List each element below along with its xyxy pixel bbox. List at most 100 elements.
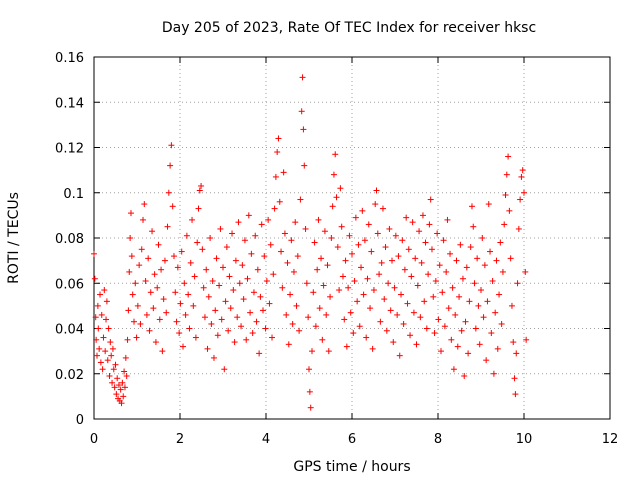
data-point: [376, 271, 383, 278]
data-point: [168, 142, 175, 149]
data-point: [345, 284, 352, 291]
data-point: [289, 320, 296, 327]
axis-ticks: 0 2 4 6 8 10 12 0 0.02 0.04 0.06 0.08 0.1 0.12 0.14 0.1…: [55, 51, 618, 447]
data-point: [106, 373, 113, 380]
data-point: [276, 198, 283, 205]
data-point: [356, 323, 363, 330]
data-point: [377, 318, 384, 325]
data-point: [521, 189, 527, 196]
data-point: [319, 336, 326, 343]
data-point: [369, 345, 376, 352]
data-point: [421, 298, 428, 305]
data-point: [112, 361, 119, 368]
data-point: [475, 302, 482, 309]
data-point: [309, 348, 316, 355]
data-point: [325, 348, 332, 355]
data-point: [119, 379, 126, 386]
data-point: [465, 350, 472, 357]
data-point: [428, 246, 435, 253]
data-point: [169, 203, 176, 210]
data-point: [180, 343, 187, 350]
data-point: [155, 241, 162, 248]
data-point: [367, 305, 374, 312]
data-point: [391, 284, 398, 291]
data-point: [163, 309, 170, 316]
data-point: [512, 391, 519, 398]
data-point: [266, 300, 273, 307]
data-point: [458, 327, 465, 334]
data-point: [505, 153, 512, 160]
data-point: [178, 248, 185, 255]
data-point: [150, 305, 157, 312]
data-point: [250, 289, 257, 296]
data-point: [127, 210, 134, 217]
data-point: [439, 289, 446, 296]
data-point: [134, 302, 141, 309]
data-point: [489, 277, 496, 284]
data-point: [156, 316, 163, 323]
data-point: [278, 248, 285, 255]
data-point: [435, 316, 442, 323]
data-point: [95, 325, 102, 332]
data-point: [143, 311, 150, 318]
data-point: [478, 287, 484, 294]
data-point: [349, 250, 355, 257]
data-point: [133, 334, 140, 341]
data-point: [187, 259, 194, 266]
data-point: [129, 291, 136, 298]
data-point: [271, 205, 278, 212]
data-point: [248, 250, 255, 257]
data-point: [481, 262, 488, 269]
data-point: [497, 239, 504, 246]
data-point: [280, 169, 287, 176]
data-point: [318, 255, 325, 262]
data-point: [447, 250, 454, 257]
data-point: [227, 305, 234, 312]
data-point: [208, 320, 215, 327]
data-point: [105, 325, 112, 332]
data-point: [290, 268, 297, 275]
data-point: [239, 262, 246, 269]
y-tick-label: 0.14: [55, 96, 84, 111]
data-point: [181, 280, 188, 287]
data-point: [323, 311, 330, 318]
data-point: [379, 205, 386, 212]
data-point: [316, 305, 323, 312]
data-point: [327, 293, 334, 300]
data-point: [140, 216, 147, 223]
data-point: [339, 273, 346, 280]
data-point: [220, 264, 226, 271]
x-tick-label: 6: [348, 432, 356, 447]
data-point: [109, 345, 116, 352]
data-point: [254, 266, 261, 273]
data-point: [182, 311, 189, 318]
data-point: [431, 330, 438, 337]
data-point: [198, 182, 205, 189]
data-point: [382, 244, 389, 251]
data-point: [488, 330, 495, 337]
data-point: [124, 336, 131, 343]
data-point: [283, 311, 290, 318]
data-point: [294, 253, 301, 260]
data-point: [414, 282, 421, 289]
data-point: [238, 323, 245, 330]
data-point: [177, 300, 184, 307]
data-point: [152, 339, 159, 346]
data-point: [222, 298, 229, 305]
data-point: [519, 167, 526, 174]
data-point: [173, 318, 180, 325]
data-point: [186, 325, 193, 332]
data-point: [518, 173, 525, 180]
x-tick-label: 4: [262, 432, 270, 447]
data-point: [351, 277, 358, 284]
data-point: [115, 382, 122, 389]
data-point: [302, 225, 309, 232]
data-point: [196, 187, 203, 194]
data-point: [281, 230, 288, 237]
data-point: [408, 273, 415, 280]
data-point: [444, 216, 451, 223]
data-point: [328, 235, 335, 241]
data-point: [462, 318, 469, 325]
data-point: [183, 232, 190, 239]
data-point: [244, 275, 251, 282]
